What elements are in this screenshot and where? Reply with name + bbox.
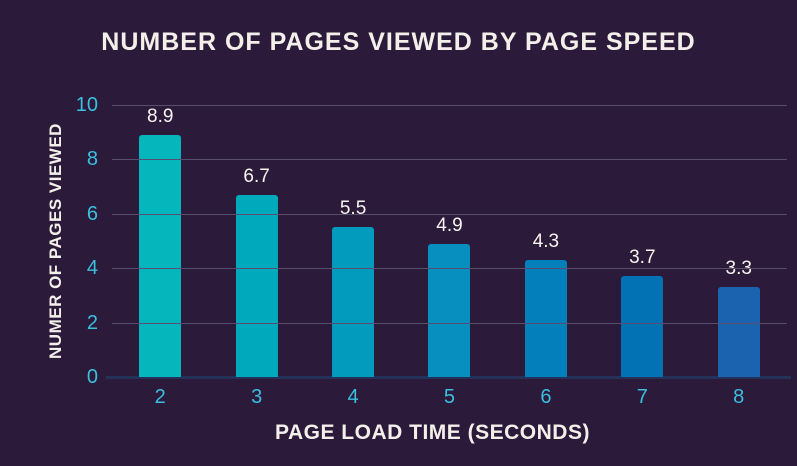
x-tick-label: 6: [540, 386, 552, 408]
x-tick-label: 3: [251, 386, 263, 408]
bar: [139, 134, 182, 377]
bar-column: 3.3: [691, 65, 787, 377]
x-tick-label: 5: [443, 386, 456, 408]
x-tick-label: 2: [154, 386, 166, 408]
bar-column: 3.7: [594, 65, 690, 377]
x-tick-label: 8: [733, 386, 745, 408]
y-axis-title: NUMER OF PAGES VIEWED: [46, 123, 65, 359]
y-tick-label: 0: [86, 366, 98, 388]
bar-column: 8.9: [112, 65, 208, 377]
x-axis-title: PAGE LOAD TIME (SECONDS): [275, 421, 590, 444]
bar-column: 4.3: [498, 65, 594, 377]
x-tick-label: 4: [347, 386, 359, 408]
bar-value-label: 4.3: [532, 231, 560, 253]
x-tick-label: 7: [636, 386, 648, 408]
chart-title: NUMBER OF PAGES VIEWED BY PAGE SPEED: [101, 28, 696, 56]
bar-column: 6.7: [208, 65, 304, 377]
bar-value-label: 3.3: [725, 258, 752, 280]
bar-value-label: 3.7: [629, 247, 656, 269]
y-tick-label: 10: [75, 94, 98, 116]
gridline: [112, 213, 787, 215]
plot-area: 8.9 6.7 5.5 4.9 4.3 3.7 3.3 2 3 4 5 6 7 8 0 2 4 6 8 10: [76, 95, 791, 408]
y-tick-label: 8: [86, 148, 98, 171]
y-tick-label: 6: [86, 202, 98, 225]
bar: [717, 287, 760, 377]
gridline: [112, 268, 787, 270]
bar-value-label: 6.7: [243, 165, 270, 187]
bar-column: 4.9: [401, 65, 497, 377]
x-axis-ticks: 2 3 4 5 6 7 8: [112, 377, 787, 409]
bars-container: 8.9 6.7 5.5 4.9 4.3 3.7 3.3: [112, 65, 787, 377]
y-tick-label: 2: [86, 311, 98, 334]
bar-value-label: 5.5: [339, 198, 367, 220]
bar: [235, 194, 278, 377]
bar: [332, 227, 375, 377]
bar: [428, 243, 471, 377]
bar-column: 5.5: [305, 65, 401, 377]
gridline: [112, 105, 787, 106]
gridline: [112, 159, 787, 161]
bar: [621, 276, 664, 377]
y-tick-label: 4: [86, 257, 98, 280]
bar-value-label: 4.9: [436, 214, 463, 236]
gridline: [112, 322, 787, 324]
bar: [524, 260, 567, 377]
x-axis-line: [106, 376, 791, 379]
bar-value-label: 8.9: [147, 105, 174, 127]
